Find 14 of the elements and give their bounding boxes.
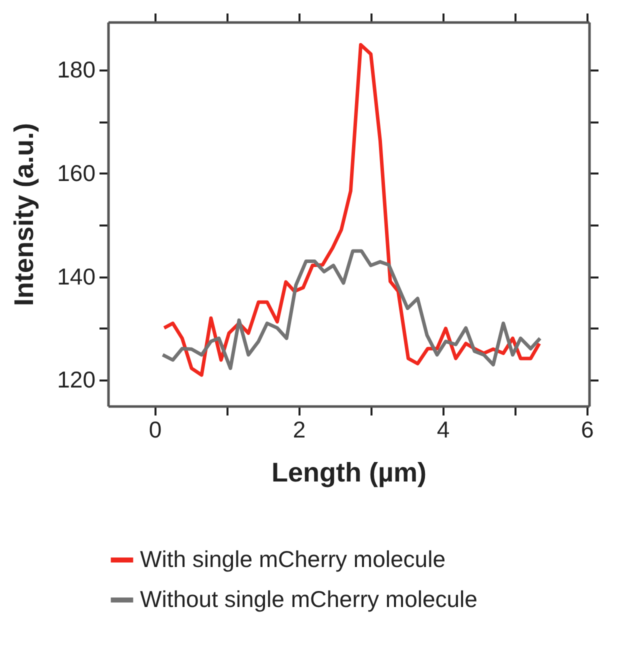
y-tick-label: 180	[57, 56, 96, 83]
line-series	[162, 42, 542, 377]
y-tick-label: 120	[57, 366, 96, 393]
y-tick-label: 140	[57, 263, 96, 290]
legend-label: Without single mCherry molecule	[140, 586, 478, 612]
line-series	[160, 249, 542, 370]
legend-label: With single mCherry molecule	[140, 546, 446, 572]
x-axis-title: Length (µm)	[271, 458, 427, 488]
y-tick-label: 160	[57, 160, 96, 186]
x-tick-label: 2	[292, 416, 306, 442]
x-tick-label: 4	[436, 416, 450, 442]
y-axis-title: Intensity (a.u.)	[9, 122, 40, 306]
x-tick-label: 6	[580, 416, 594, 442]
x-tick-label: 0	[148, 416, 162, 442]
